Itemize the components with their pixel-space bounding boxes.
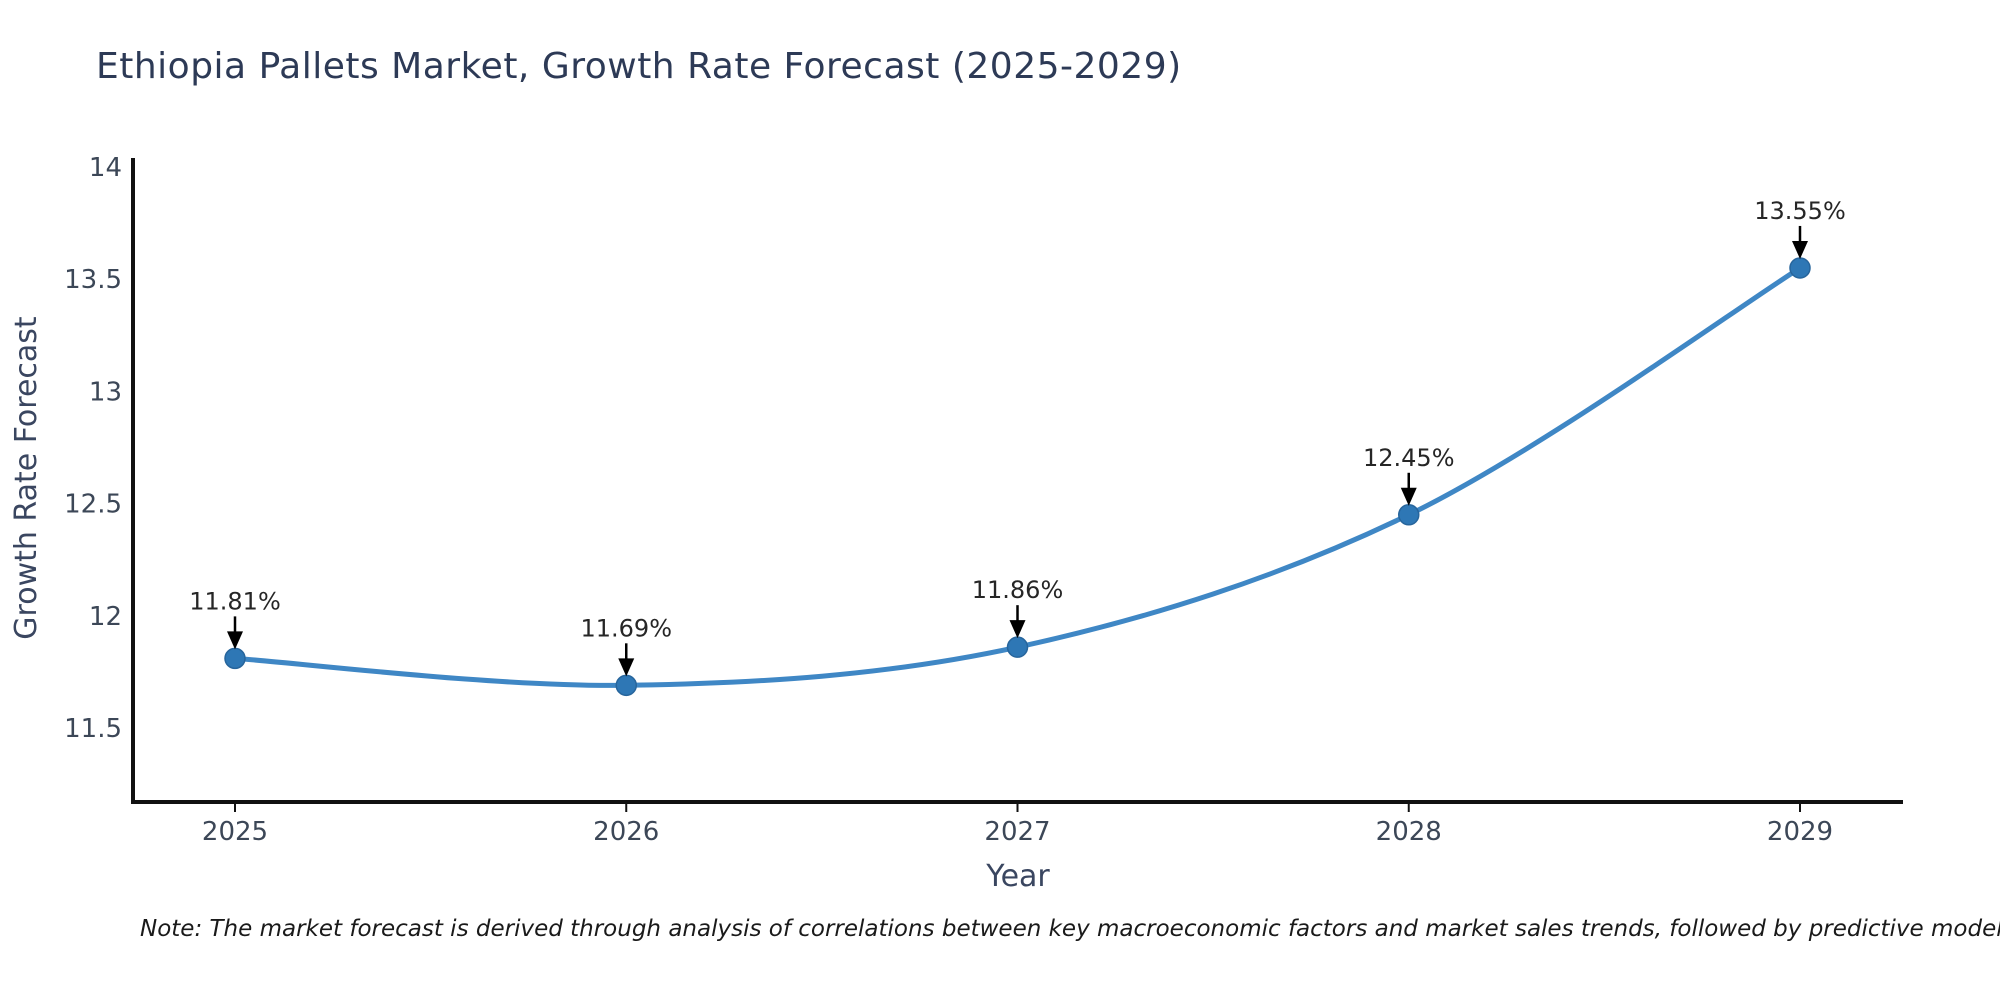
annotation-arrowhead (1792, 240, 1808, 259)
x-tick-label: 2028 (1376, 817, 1442, 847)
y-tick-label: 14 (89, 153, 122, 183)
data-point (1398, 504, 1420, 526)
data-point-label: 12.45% (1363, 444, 1455, 472)
data-point-label: 11.69% (580, 614, 672, 642)
footnote: Note: The market forecast is derived thr… (140, 916, 2000, 942)
x-axis-title: Year (985, 859, 1050, 894)
y-tick-label: 11.5 (64, 714, 122, 744)
x-tick-label: 2026 (593, 817, 659, 847)
y-tick-label: 13.5 (64, 265, 122, 295)
y-tick-label: 13 (89, 377, 122, 407)
x-tick-label: 2025 (202, 817, 268, 847)
y-tick-label: 12.5 (64, 490, 122, 520)
annotation-arrowhead (618, 658, 635, 677)
data-point (1006, 636, 1029, 658)
y-tick-label: 12 (89, 602, 122, 632)
data-point (224, 647, 246, 670)
annotation-arrowhead (1009, 620, 1026, 639)
chart-title: Ethiopia Pallets Market, Growth Rate For… (96, 46, 1182, 87)
data-point-label: 11.81% (189, 587, 281, 615)
x-tick-label: 2027 (984, 817, 1050, 847)
annotation-arrowhead (227, 631, 243, 650)
data-point (1789, 257, 1811, 279)
y-axis-title: Growth Rate Forecast (9, 316, 44, 640)
data-point (615, 674, 637, 697)
annotation-arrowhead (1400, 487, 1417, 506)
x-tick-label: 2029 (1767, 817, 1833, 847)
data-point-label: 11.86% (972, 576, 1064, 604)
data-point-label: 13.55% (1754, 197, 1846, 225)
